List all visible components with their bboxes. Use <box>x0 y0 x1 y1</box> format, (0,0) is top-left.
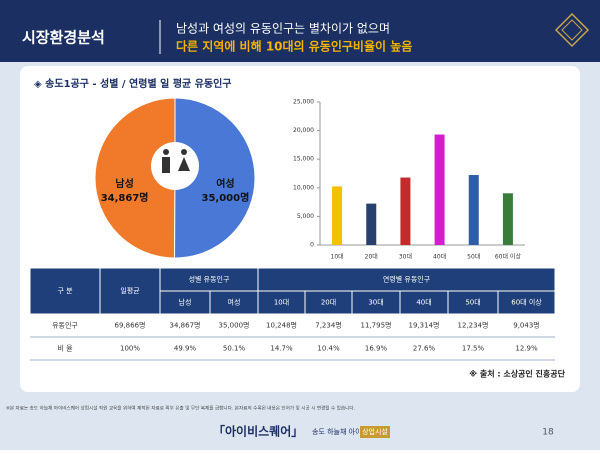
table-text: 60대 이상 <box>511 298 542 307</box>
table-cell <box>497 290 556 315</box>
table-text: 성별 유동인구 <box>189 275 230 284</box>
table-text: 9,043명 <box>513 321 539 330</box>
x-tick-label: 50대 <box>467 253 480 261</box>
table-text: 여성 <box>228 298 241 307</box>
x-tick-label: 30대 <box>399 253 412 261</box>
content-panel <box>20 66 580 392</box>
table-text: 일평균 <box>120 286 140 295</box>
table-text: 50대 <box>465 299 480 307</box>
table-text: 12,234명 <box>458 321 489 330</box>
footer-sub: 송도 하늘채 아이비원 <box>312 427 374 436</box>
y-tick-label: 25,000 <box>293 99 314 106</box>
pie-slice <box>174 97 256 259</box>
footer-brand: 「아이비스퀘어」 <box>213 424 303 439</box>
icon-body <box>162 157 170 173</box>
pie-slice <box>94 97 176 259</box>
table-text: 7,234명 <box>315 321 341 330</box>
table-text: 10대 <box>274 299 289 307</box>
table-text: 69,866명 <box>115 321 146 330</box>
slice-value: 34,867명 <box>101 191 149 204</box>
bar <box>332 186 343 245</box>
bar-chart: 0 5,000 10,000 15,000 20,000 25,000 10대 20대 30대 4… <box>293 99 525 261</box>
bar <box>434 134 445 245</box>
icon-circle <box>151 142 199 190</box>
header-title: 시장환경분석 <box>22 29 105 47</box>
table-text: 100% <box>120 345 140 353</box>
y-tick-label: 0 <box>310 242 314 249</box>
table-text: 비 율 <box>57 344 73 353</box>
table-cell <box>99 267 161 315</box>
x-tick-label: 10대 <box>331 253 344 261</box>
table-text: 연령별 유동인구 <box>383 275 431 284</box>
x-tick-label: 60대 이상 <box>495 253 522 261</box>
table-text: 남성 <box>179 298 192 307</box>
footer-tag-box <box>360 426 390 438</box>
section-title: ◈ 송도1공구 - 성별 / 연령별 일 평균 유동인구 <box>34 77 232 90</box>
table-text: 17.5% <box>462 345 485 353</box>
bar <box>400 177 411 245</box>
table-text: 27.6% <box>413 345 436 353</box>
y-tick-label: 20,000 <box>293 127 314 134</box>
table-text: 14.7% <box>270 345 293 353</box>
slice-category: 여성 <box>216 177 234 190</box>
icon-head <box>181 149 187 155</box>
icon-body <box>178 157 190 171</box>
table-text: 19,314명 <box>409 321 440 330</box>
header-band <box>0 0 600 62</box>
table-cell <box>29 267 101 315</box>
slice-category: 남성 <box>115 177 133 190</box>
table-text: 30대 <box>368 299 383 307</box>
footer-tag: 상업시설 <box>362 427 388 436</box>
header-line: 다른 지역에 비해 10대의 유동인구비율이 높음 <box>176 39 412 54</box>
table-text: 구 분 <box>57 287 73 295</box>
table-text: 50.1% <box>223 345 246 353</box>
bar <box>502 193 513 245</box>
table-text: 49.9% <box>174 345 197 353</box>
bar <box>366 203 377 245</box>
table-text: 12.9% <box>515 345 538 353</box>
y-tick-label: 5,000 <box>297 213 314 220</box>
slice-value: 35,000명 <box>202 191 250 204</box>
bar <box>468 175 479 245</box>
table-text: 40대 <box>416 299 431 307</box>
x-tick-label: 20대 <box>365 253 378 261</box>
icon-head <box>163 149 169 155</box>
table-text: 35,000명 <box>219 321 250 330</box>
table-text: 20대 <box>321 299 336 307</box>
y-tick-label: 10,000 <box>293 184 314 191</box>
table-text: 11,795명 <box>361 321 392 330</box>
header-line: 남성과 여성의 유동인구는 별차이가 없으며 <box>176 22 390 36</box>
table-text: 10,248명 <box>266 321 297 330</box>
table-text: 16.9% <box>365 345 388 353</box>
page-number: 18 <box>542 428 554 438</box>
source: ※ 출처 : 소상공인 진흥공단 <box>469 369 565 379</box>
x-tick-label: 40대 <box>433 253 446 261</box>
table-text: 유동인구 <box>52 321 78 330</box>
y-tick-label: 15,000 <box>293 156 314 163</box>
logo <box>554 12 590 48</box>
table-text: 34,867명 <box>170 321 201 330</box>
table-text: 10.4% <box>317 345 340 353</box>
footnote: ※본 자료는 송도 하늘채 아이비스퀘어 상업시설 직원 교육을 위하여 제작된… <box>6 405 355 412</box>
